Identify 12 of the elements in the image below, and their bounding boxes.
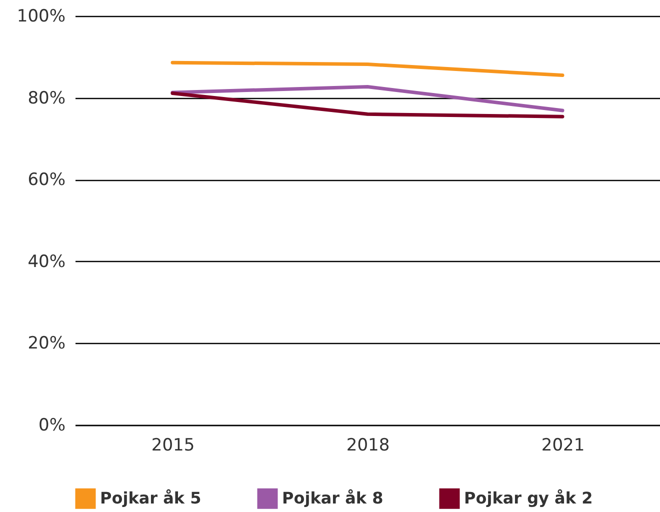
y-tick-label: 0% <box>38 416 66 436</box>
y-tick-label: 20% <box>28 334 66 354</box>
x-tick-label: 2021 <box>541 436 585 456</box>
legend-label: Pojkar åk 5 <box>100 488 202 508</box>
x-tick-label: 2015 <box>151 436 195 456</box>
legend-label: Pojkar gy åk 2 <box>464 488 593 508</box>
y-tick-label: 40% <box>28 252 66 272</box>
legend-label: Pojkar åk 8 <box>282 488 384 508</box>
y-tick-label: 60% <box>28 170 66 190</box>
x-tick-label: 2018 <box>346 436 390 456</box>
y-tick-label: 80% <box>28 88 66 108</box>
y-tick-label: 100% <box>16 6 66 26</box>
